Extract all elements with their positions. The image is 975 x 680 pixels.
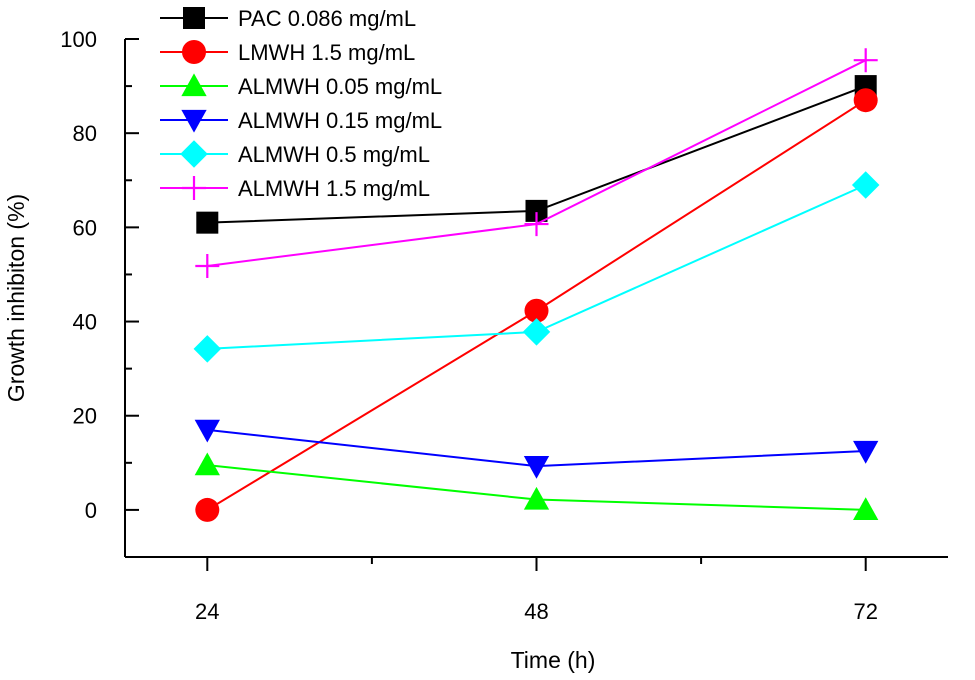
x-tick-label: 48 [524, 599, 548, 624]
data-point [851, 171, 880, 199]
data-point [523, 486, 550, 510]
series-4 [194, 419, 879, 479]
legend-label: ALMWH 0.05 mg/mL [238, 74, 442, 99]
y-axis-title: Growth inhibiton (%) [3, 194, 29, 402]
data-point [194, 419, 220, 443]
data-point [524, 212, 549, 237]
series-5 [193, 171, 880, 363]
legend-item: ALMWH 0.05 mg/mL [160, 73, 442, 99]
data-point [195, 497, 220, 522]
x-tick-label: 24 [195, 599, 219, 624]
data-point [196, 211, 219, 234]
axes: 0 20 40 60 80 100 24 48 72 [60, 27, 948, 624]
series-layer [193, 48, 880, 522]
series-2 [195, 88, 878, 522]
legend-label: PAC 0.086 mg/mL [238, 6, 416, 31]
x-axis-title: Time (h) [511, 647, 596, 673]
legend: PAC 0.086 mg/mL LMWH 1.5 mg/mL ALMWH 0.05 … [160, 6, 442, 201]
legend-marker [183, 7, 205, 29]
y-tick-label: 60 [73, 215, 97, 240]
legend-item: LMWH 1.5 mg/mL [160, 40, 415, 65]
legend-marker [182, 176, 206, 200]
series-3 [194, 452, 879, 521]
legend-item: PAC 0.086 mg/mL [160, 6, 416, 31]
legend-label: ALMWH 1.5 mg/mL [238, 176, 430, 201]
series-6 [195, 48, 878, 278]
y-tick-label: 100 [60, 27, 97, 52]
legend-marker [182, 40, 206, 64]
legend-item: ALMWH 0.5 mg/mL [160, 140, 430, 168]
y-tick-label: 0 [85, 498, 97, 523]
legend-marker [180, 140, 208, 168]
data-point [195, 253, 220, 278]
data-point [193, 335, 222, 363]
x-tick-label: 72 [853, 599, 877, 624]
legend-item: ALMWH 0.15 mg/mL [160, 108, 442, 133]
data-point [522, 318, 551, 346]
data-point [853, 440, 879, 464]
y-tick-label: 80 [73, 121, 97, 146]
legend-label: ALMWH 0.15 mg/mL [238, 108, 442, 133]
data-point [525, 199, 548, 222]
data-point [853, 497, 879, 521]
y-tick-label: 20 [73, 404, 97, 429]
legend-marker [181, 109, 207, 133]
data-point [523, 455, 550, 479]
legend-label: LMWH 1.5 mg/mL [238, 40, 415, 65]
y-tick-label: 40 [73, 310, 97, 335]
data-point [853, 88, 878, 113]
data-point [853, 48, 878, 73]
legend-marker [181, 73, 207, 97]
data-point [524, 298, 549, 323]
legend-item: ALMWH 1.5 mg/mL [160, 176, 430, 201]
legend-label: ALMWH 0.5 mg/mL [238, 142, 430, 167]
data-point [194, 452, 220, 476]
